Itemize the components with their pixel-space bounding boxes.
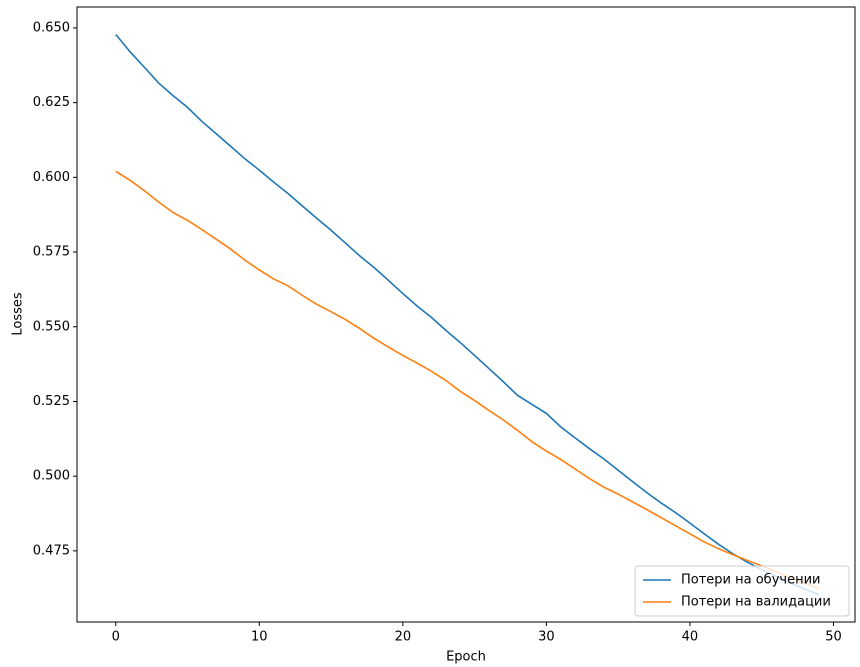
x-tick-label: 0 bbox=[112, 630, 120, 645]
y-tick-label: 0.575 bbox=[33, 245, 70, 260]
y-tick-label: 0.500 bbox=[33, 469, 70, 484]
y-tick-label: 0.650 bbox=[33, 20, 70, 35]
y-tick-label: 0.475 bbox=[33, 543, 70, 558]
legend-label: Потери на валидации bbox=[681, 595, 831, 610]
axes-frame bbox=[76, 6, 856, 623]
x-tick-label: 30 bbox=[538, 630, 555, 645]
legend-box bbox=[634, 565, 850, 617]
line-series bbox=[115, 170, 820, 589]
x-tick-label: 10 bbox=[251, 630, 268, 645]
y-tick-label: 0.550 bbox=[33, 319, 70, 334]
x-tick-label: 50 bbox=[825, 630, 842, 645]
line-series bbox=[115, 33, 820, 596]
y-tick-label: 0.525 bbox=[33, 394, 70, 409]
x-tick-label: 20 bbox=[395, 630, 412, 645]
legend-label: Потери на обучении bbox=[681, 573, 820, 588]
y-axis-label: Losses bbox=[11, 292, 26, 336]
y-tick-label: 0.600 bbox=[33, 170, 70, 185]
x-tick-label: 40 bbox=[682, 630, 699, 645]
legend: Потери на обучении Потери на валидации bbox=[634, 565, 850, 617]
y-tick-label: 0.625 bbox=[33, 95, 70, 110]
x-axis-label: Epoch bbox=[446, 650, 486, 665]
